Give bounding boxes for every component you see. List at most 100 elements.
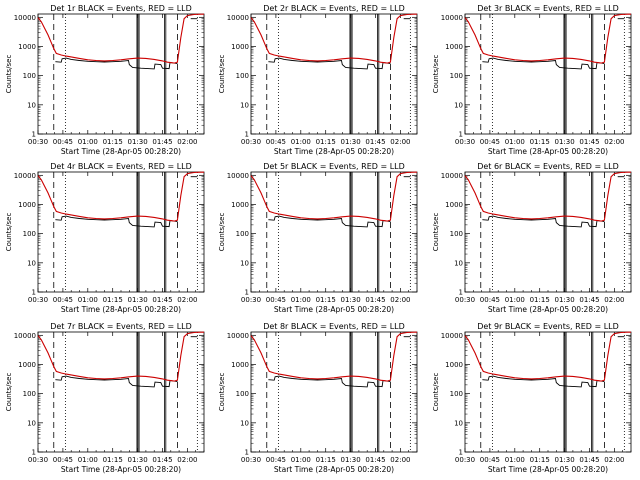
detector-panel-3: Det 3r BLACK = Events, RED = LLD 00:30 00:…	[432, 4, 632, 156]
x-tick-label: 01:45	[579, 138, 599, 146]
y-tick-label: 1000	[18, 43, 36, 51]
lld-series-line	[464, 331, 631, 382]
y-tick-label: 100	[450, 230, 463, 238]
x-tick-label: 01:30	[128, 138, 148, 146]
x-axis-label: Start Time (28-Apr-05 00:28:20)	[61, 147, 181, 156]
detector-panel-6: Det 6r BLACK = Events, RED = LLD 00:30 00:…	[432, 162, 632, 314]
x-tick-label: 00:30	[455, 138, 475, 146]
y-tick-label: 1000	[231, 43, 249, 51]
x-tick-label: 02:00	[177, 456, 197, 464]
x-tick-label: 00:45	[266, 296, 286, 304]
x-tick-label: 01:15	[530, 456, 550, 464]
x-tick-label: 00:30	[455, 456, 475, 464]
events-series-line	[55, 215, 178, 228]
x-axis-label: Start Time (28-Apr-05 00:28:20)	[274, 147, 394, 156]
y-tick-label: 1	[32, 289, 36, 297]
y-tick-label: 10	[454, 101, 463, 109]
y-tick-label: 100	[23, 390, 36, 398]
y-tick-label: 10	[27, 419, 36, 427]
y-tick-label: 100	[450, 72, 463, 80]
detector-panel-5: Det 5r BLACK = Events, RED = LLD 00:30 00:…	[218, 162, 418, 314]
x-tick-label: 01:45	[152, 296, 172, 304]
x-tick-label: 00:45	[53, 296, 73, 304]
y-axis-label: Counts/sec	[218, 373, 226, 412]
y-tick-label: 1000	[231, 361, 249, 369]
y-tick-label: 10000	[441, 332, 463, 340]
panel-title: Det 4r BLACK = Events, RED = LLD	[50, 162, 192, 171]
x-axis-label: Start Time (28-Apr-05 00:28:20)	[61, 465, 181, 474]
events-series-line	[482, 57, 605, 70]
x-tick-label: 01:30	[555, 138, 575, 146]
x-tick-label: 01:30	[555, 296, 575, 304]
x-tick-label: 01:45	[152, 456, 172, 464]
y-tick-label: 1000	[445, 201, 463, 209]
panel-title: Det 6r BLACK = Events, RED = LLD	[477, 162, 619, 171]
y-axis-label: Counts/sec	[5, 373, 13, 412]
lld-series-line	[37, 171, 204, 222]
x-tick-label: 01:30	[341, 138, 361, 146]
panel-title: Det 3r BLACK = Events, RED = LLD	[477, 4, 619, 13]
lld-series-line	[464, 13, 631, 64]
y-tick-label: 1	[459, 449, 463, 457]
x-tick-label: 01:30	[555, 456, 575, 464]
events-series-line	[55, 57, 178, 70]
x-axis-label: Start Time (28-Apr-05 00:28:20)	[274, 465, 394, 474]
x-tick-label: 00:45	[480, 296, 500, 304]
x-tick-label: 02:00	[177, 138, 197, 146]
y-tick-label: 100	[23, 230, 36, 238]
x-tick-label: 01:15	[316, 456, 336, 464]
lld-series-line	[464, 171, 631, 222]
x-tick-label: 00:30	[241, 138, 261, 146]
x-tick-label: 01:00	[505, 138, 525, 146]
x-tick-label: 00:30	[241, 456, 261, 464]
y-tick-label: 10	[240, 101, 249, 109]
x-tick-label: 00:45	[266, 138, 286, 146]
panel-title: Det 9r BLACK = Events, RED = LLD	[477, 322, 619, 331]
x-axis-label: Start Time (28-Apr-05 00:28:20)	[61, 305, 181, 314]
x-tick-label: 01:15	[316, 296, 336, 304]
x-tick-label: 01:00	[78, 138, 98, 146]
detector-panel-7: Det 7r BLACK = Events, RED = LLD 00:30 00:…	[5, 322, 205, 474]
events-series-line	[268, 57, 391, 70]
y-axis-label: Counts/sec	[432, 373, 440, 412]
x-tick-label: 00:45	[53, 138, 73, 146]
x-tick-label: 02:00	[177, 296, 197, 304]
y-tick-label: 10	[240, 419, 249, 427]
x-tick-label: 01:45	[152, 138, 172, 146]
x-axis-label: Start Time (28-Apr-05 00:28:20)	[488, 147, 608, 156]
y-tick-label: 1000	[445, 43, 463, 51]
x-tick-label: 01:30	[341, 296, 361, 304]
lld-series-line	[250, 331, 417, 382]
y-tick-label: 10000	[227, 332, 249, 340]
panel-title: Det 5r BLACK = Events, RED = LLD	[263, 162, 405, 171]
x-tick-label: 01:15	[103, 456, 123, 464]
x-tick-label: 01:30	[341, 456, 361, 464]
events-series-line	[268, 375, 391, 388]
y-tick-label: 10000	[441, 172, 463, 180]
x-tick-label: 01:30	[128, 456, 148, 464]
y-tick-label: 1	[459, 131, 463, 139]
x-tick-label: 01:45	[365, 456, 385, 464]
y-tick-label: 10	[240, 259, 249, 267]
x-tick-label: 00:30	[455, 296, 475, 304]
x-tick-label: 00:45	[266, 456, 286, 464]
y-tick-label: 1000	[18, 361, 36, 369]
y-axis-label: Counts/sec	[432, 213, 440, 252]
x-tick-label: 02:00	[604, 296, 624, 304]
x-tick-label: 01:15	[530, 138, 550, 146]
x-tick-label: 00:30	[241, 296, 261, 304]
y-tick-label: 10000	[14, 172, 36, 180]
x-tick-label: 02:00	[604, 456, 624, 464]
x-tick-label: 00:30	[28, 138, 48, 146]
y-tick-label: 100	[236, 72, 249, 80]
y-axis-label: Counts/sec	[218, 55, 226, 94]
y-tick-label: 1	[245, 131, 249, 139]
x-tick-label: 01:00	[291, 138, 311, 146]
x-tick-label: 01:15	[103, 296, 123, 304]
y-tick-label: 10	[454, 419, 463, 427]
x-tick-label: 02:00	[390, 456, 410, 464]
lld-series-line	[250, 13, 417, 64]
panel-title: Det 2r BLACK = Events, RED = LLD	[263, 4, 405, 13]
detector-panel-9: Det 9r BLACK = Events, RED = LLD 00:30 00:…	[432, 322, 632, 474]
x-tick-label: 01:15	[103, 138, 123, 146]
